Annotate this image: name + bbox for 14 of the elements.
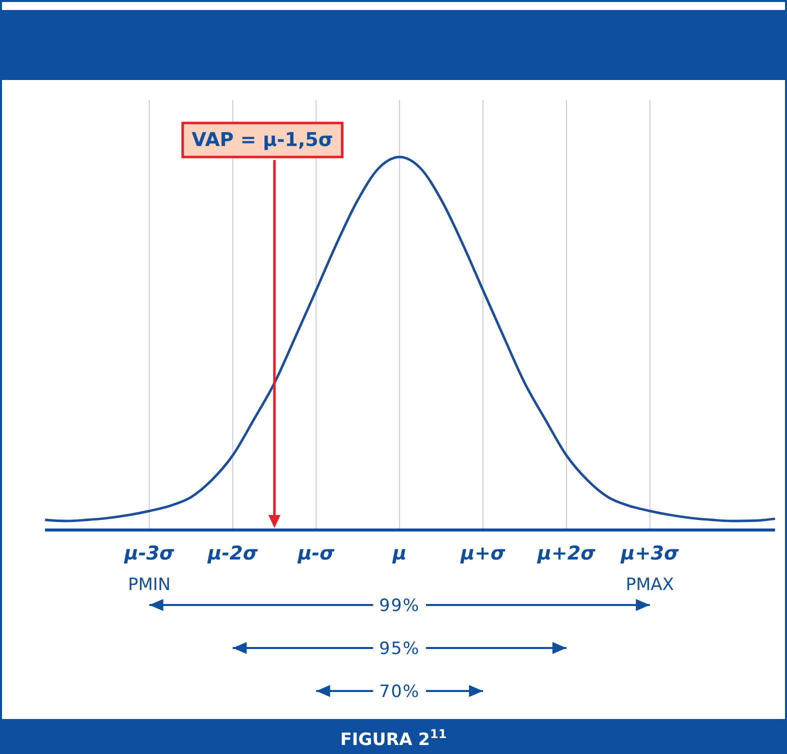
text: 99% <box>379 596 420 616</box>
x-tick-label: μ <box>392 542 407 564</box>
x-tick-label: μ-σ <box>296 542 335 564</box>
text: PMAX <box>626 575 674 595</box>
x-tick-label: μ+3σ <box>620 542 680 564</box>
x-tick-label: μ+σ <box>460 542 506 564</box>
text: 70% <box>379 682 420 702</box>
text: FIGURA 2$^{11}$ <box>340 727 447 750</box>
text: PMIN <box>128 575 171 595</box>
text: 95% <box>379 639 420 659</box>
x-tick-label: μ-2σ <box>206 542 258 564</box>
text: VAP = μ-1,5σ <box>192 129 334 151</box>
x-tick-label: μ+2σ <box>536 542 596 564</box>
x-tick-label: μ-3σ <box>123 542 174 564</box>
